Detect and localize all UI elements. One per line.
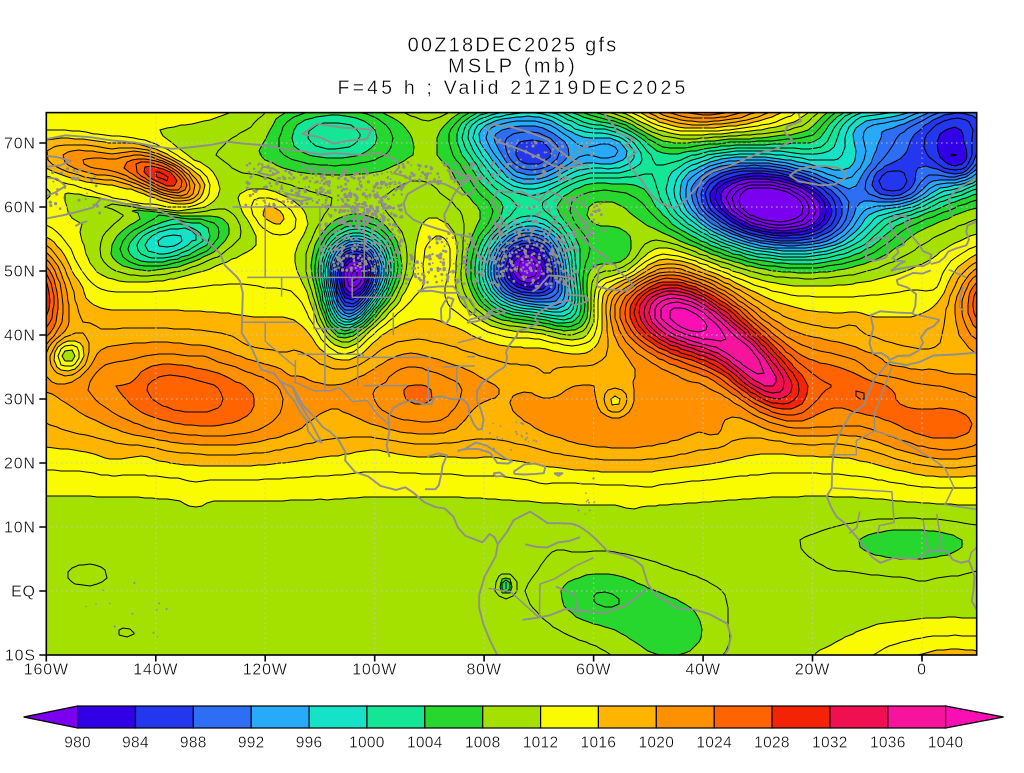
svg-text:00Z18DEC2025 gfs: 00Z18DEC2025 gfs bbox=[408, 35, 619, 57]
svg-text:80W: 80W bbox=[466, 662, 501, 679]
svg-text:20N: 20N bbox=[4, 456, 36, 473]
svg-text:30N: 30N bbox=[4, 392, 36, 409]
svg-text:1000: 1000 bbox=[349, 735, 385, 752]
svg-text:1008: 1008 bbox=[465, 735, 501, 752]
svg-text:1036: 1036 bbox=[870, 735, 906, 752]
svg-text:50N: 50N bbox=[4, 264, 36, 281]
svg-text:60W: 60W bbox=[576, 662, 611, 679]
svg-text:70N: 70N bbox=[4, 136, 36, 153]
svg-text:EQ: EQ bbox=[11, 584, 36, 601]
svg-text:992: 992 bbox=[238, 735, 265, 752]
svg-text:10N: 10N bbox=[4, 520, 36, 537]
svg-text:40N: 40N bbox=[4, 328, 36, 345]
svg-text:60N: 60N bbox=[4, 200, 36, 217]
svg-text:988: 988 bbox=[180, 735, 207, 752]
svg-text:160W: 160W bbox=[24, 662, 69, 679]
svg-text:980: 980 bbox=[64, 735, 91, 752]
svg-text:984: 984 bbox=[122, 735, 149, 752]
svg-text:0: 0 bbox=[917, 662, 927, 679]
svg-text:120W: 120W bbox=[243, 662, 288, 679]
svg-text:1016: 1016 bbox=[581, 735, 617, 752]
svg-text:MSLP (mb): MSLP (mb) bbox=[448, 56, 578, 78]
svg-text:40W: 40W bbox=[685, 662, 720, 679]
svg-text:F=45 h ; Valid 21Z19DEC2025: F=45 h ; Valid 21Z19DEC2025 bbox=[337, 77, 688, 99]
svg-text:1012: 1012 bbox=[523, 735, 559, 752]
svg-text:20W: 20W bbox=[795, 662, 830, 679]
svg-text:1028: 1028 bbox=[754, 735, 790, 752]
svg-text:1004: 1004 bbox=[407, 735, 443, 752]
svg-text:140W: 140W bbox=[133, 662, 178, 679]
svg-text:996: 996 bbox=[296, 735, 323, 752]
svg-text:1040: 1040 bbox=[928, 735, 964, 752]
svg-text:100W: 100W bbox=[352, 662, 397, 679]
svg-text:1020: 1020 bbox=[638, 735, 674, 752]
svg-text:1032: 1032 bbox=[812, 735, 848, 752]
svg-text:10S: 10S bbox=[5, 648, 36, 665]
svg-text:1024: 1024 bbox=[696, 735, 732, 752]
